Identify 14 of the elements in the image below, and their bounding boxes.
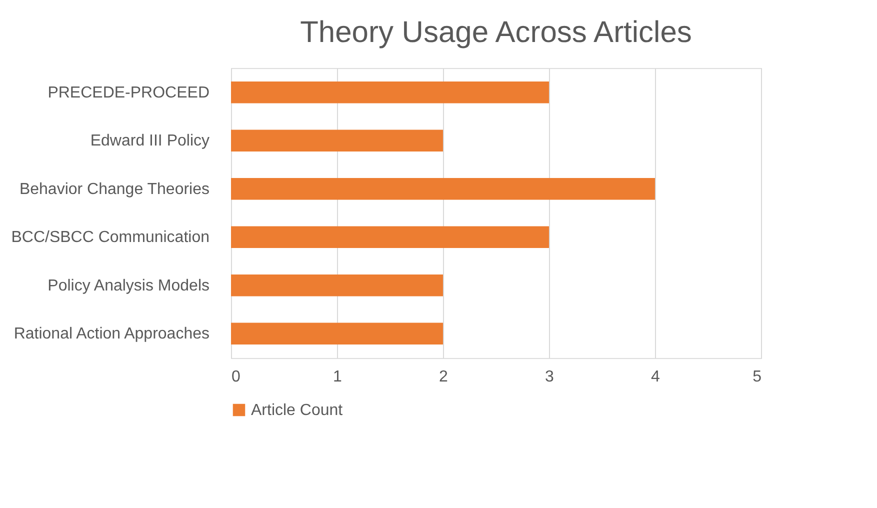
x-tick-label: 1 (333, 368, 342, 386)
y-tick-label: BCC/SBCC Communication (11, 229, 210, 246)
x-tick-label: 5 (752, 368, 762, 386)
y-tick-label: Edward III Policy (90, 132, 210, 150)
y-tick-label: Behavior Change Theories (19, 180, 210, 198)
y-tick-label: Policy Analysis Models (48, 277, 210, 294)
x-tick-label: 4 (651, 368, 660, 386)
y-tick-label: PRECEDE-PROCEED (48, 84, 210, 102)
chart-title: Theory Usage Across Articles (300, 16, 692, 49)
x-tick-label: 0 (232, 368, 240, 386)
x-tick-label: 3 (545, 368, 554, 386)
y-tick-label: Rational Action Approaches (14, 326, 210, 343)
x-tick-label: 2 (439, 368, 448, 386)
legend-label: Article Count (251, 402, 344, 419)
